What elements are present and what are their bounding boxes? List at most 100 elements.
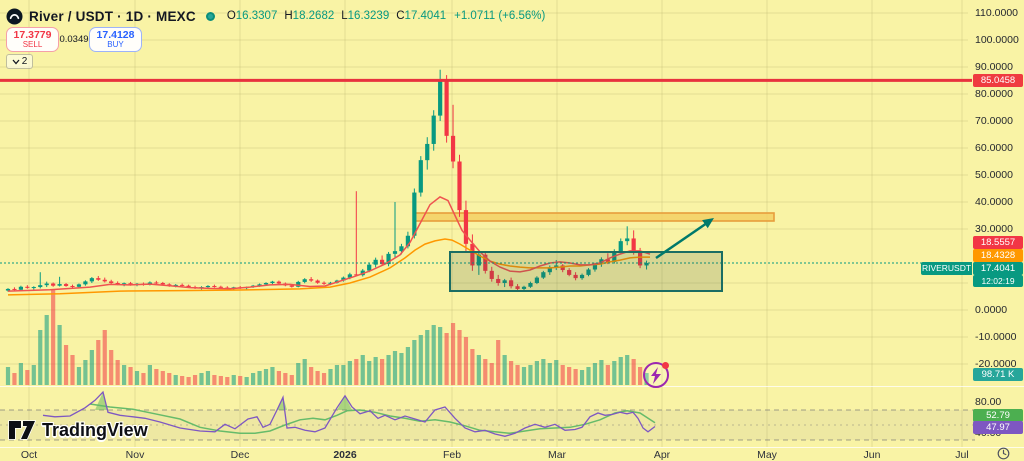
volume-bar <box>489 363 494 385</box>
session-clock-icon[interactable] <box>997 447 1010 460</box>
volume-bar <box>334 365 340 385</box>
candle-body <box>631 238 636 252</box>
price-axis-label: 80.0000 <box>975 88 1013 100</box>
volume-bar <box>502 355 507 385</box>
rsi-axis-label: 80.00 <box>975 396 1002 408</box>
volume-bar <box>270 367 275 385</box>
candle-body <box>38 285 43 288</box>
sell-price: 17.3779 <box>13 28 52 41</box>
candle-body <box>476 254 481 266</box>
time-axis-label: Oct <box>20 449 38 461</box>
time-axis-label: Mar <box>547 449 567 461</box>
volume-bar <box>367 361 372 385</box>
candle-body <box>638 251 643 266</box>
buy-button[interactable]: 17.4128 BUY <box>89 27 142 52</box>
volume-bar <box>44 315 49 385</box>
volume-bar <box>405 347 410 385</box>
candle-body <box>309 279 314 281</box>
volume-bar <box>321 373 327 385</box>
market-status-icon[interactable] <box>205 11 215 21</box>
candle-body <box>380 259 385 265</box>
candle-body <box>63 284 69 286</box>
volume-bar <box>496 340 501 385</box>
candle-body <box>367 264 372 271</box>
price-axis-chip: 18.5557 <box>973 235 1023 249</box>
candle-body <box>186 285 191 288</box>
volume-bar <box>238 376 243 385</box>
symbol-title[interactable]: River / USDT · 1D · MEXC <box>29 8 196 24</box>
time-axis-label: Jul <box>955 449 969 461</box>
high-value: 18.2682 <box>292 10 335 22</box>
candle-body <box>18 286 23 290</box>
time-axis-label: Nov <box>125 449 145 461</box>
volume-bar <box>309 367 314 385</box>
ma-fast-line <box>7 196 651 292</box>
candle-body <box>102 279 107 282</box>
volume-bar <box>102 330 107 385</box>
indicators-collapse-toggle[interactable]: 2 <box>6 54 33 69</box>
low-value: 16.3239 <box>347 10 390 22</box>
candle-body <box>270 281 275 283</box>
breakout-arrow-head <box>702 218 714 229</box>
watermark-text: TradingView <box>42 419 148 440</box>
candle-body <box>321 282 327 284</box>
candle-body <box>154 282 159 284</box>
volume-bar <box>521 367 527 385</box>
volume-bar <box>612 361 617 385</box>
volume-bar <box>109 350 114 385</box>
supply-zone-band <box>414 212 775 222</box>
candle-body <box>431 115 436 144</box>
candle-body <box>586 269 591 275</box>
candle-body <box>122 283 127 285</box>
price-axis-label: -20.0000 <box>975 358 1017 370</box>
volume-bar <box>592 363 598 385</box>
candle-body <box>528 283 533 287</box>
price-axis-label: 60.0000 <box>975 142 1013 154</box>
volume-bar <box>625 355 630 385</box>
trade-buttons: 17.3779 SELL 0.0349 17.4128 BUY <box>6 27 142 52</box>
candle-body <box>438 80 443 116</box>
candle-body <box>315 280 320 283</box>
volume-bar <box>360 355 365 385</box>
candle-body <box>463 210 469 244</box>
volume-bar <box>147 365 152 385</box>
volume-bar <box>418 335 423 385</box>
candle-body <box>470 243 475 266</box>
open-label: O <box>226 10 236 22</box>
quick-trade-lightning-button[interactable] <box>643 362 669 388</box>
time-axis-label: May <box>757 449 777 461</box>
volume-bar <box>470 349 475 385</box>
buy-label: BUY <box>107 40 124 50</box>
candle-body <box>573 274 578 279</box>
volume-bar <box>218 376 223 385</box>
volume-bar <box>631 359 636 385</box>
volume-bar <box>328 369 333 385</box>
candle-body <box>96 278 101 280</box>
candle-body <box>541 272 546 278</box>
volume-bar <box>296 363 301 385</box>
price-axis-label: 70.0000 <box>975 115 1013 127</box>
volume-bar <box>31 365 36 385</box>
price-axis-label: 50.0000 <box>975 169 1013 181</box>
candle-body <box>392 251 398 254</box>
candle-body <box>180 284 185 286</box>
price-axis-label: 30.0000 <box>975 223 1013 235</box>
volume-bar <box>315 371 320 385</box>
volume-bar <box>251 373 256 385</box>
volume-bar <box>76 367 82 385</box>
candle-body <box>44 283 49 286</box>
volume-bar <box>567 367 572 385</box>
sell-button[interactable]: 17.3779 SELL <box>6 27 59 52</box>
volume-bar <box>373 357 378 385</box>
volume-bar <box>199 373 204 385</box>
volume-bar <box>89 350 94 385</box>
volume-bar <box>38 330 43 385</box>
volume-bar <box>225 377 230 385</box>
volume-bar <box>122 365 127 385</box>
price-axis-label: 0.0000 <box>975 304 1008 316</box>
volume-bar <box>412 340 417 385</box>
open-value: 16.3307 <box>235 10 278 22</box>
volume-bar <box>554 360 559 385</box>
